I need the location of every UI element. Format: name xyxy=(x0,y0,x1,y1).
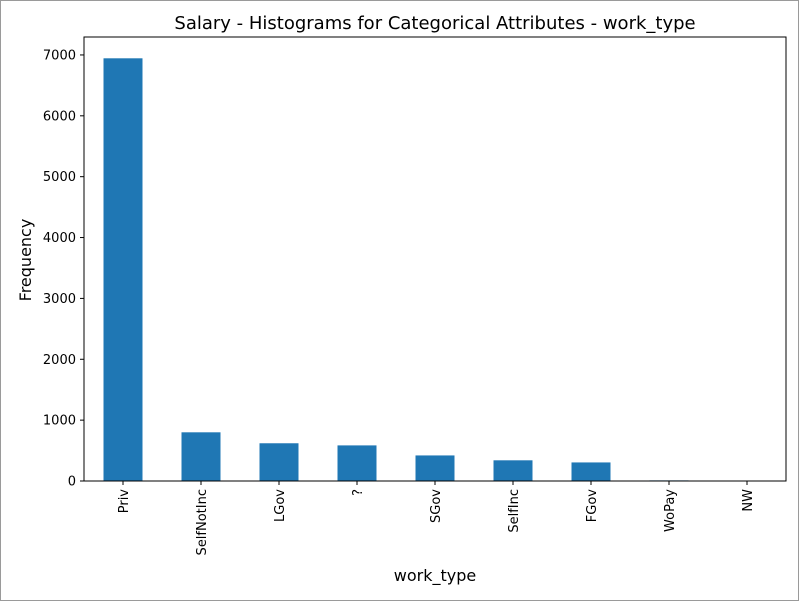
x-axis: Priv SelfNotInc LGov? SGov SelfInc FGov WoPay N… xyxy=(117,481,756,555)
plot-area-frame xyxy=(83,36,787,482)
y-tick-label-2: 2000 xyxy=(43,353,76,368)
y-axis: 0 1000 2000 3000 4000 5000 6000 7000 xyxy=(43,48,84,490)
x-tick-label-7: WoPay xyxy=(663,489,678,532)
y-tick-label-0: 0 xyxy=(68,475,76,490)
chart-title: Salary - Histograms for Categorical Attr… xyxy=(174,13,695,34)
x-axis-label: work_type xyxy=(394,566,476,586)
x-tick-label-1: SelfNotInc xyxy=(195,489,210,555)
y-tick-label-3: 3000 xyxy=(43,292,76,307)
bar-2 xyxy=(259,443,299,481)
bar-3 xyxy=(337,445,377,481)
bar-1 xyxy=(181,432,221,481)
x-tick-label-0: Priv xyxy=(117,489,132,514)
x-tick-label-2: LGov xyxy=(273,489,288,522)
y-tick-label-5: 5000 xyxy=(43,170,76,185)
bar-0 xyxy=(103,58,143,482)
x-tick-label-4: SGov xyxy=(429,489,444,523)
x-tick-label-3: ? xyxy=(351,489,366,496)
x-tick-label-5: SelfInc xyxy=(507,489,522,533)
y-tick-label-6: 6000 xyxy=(43,109,76,124)
y-tick-label-1: 1000 xyxy=(43,414,76,429)
bar-5 xyxy=(493,460,533,481)
y-axis-label: Frequency xyxy=(16,219,35,302)
bar-6 xyxy=(571,462,611,481)
x-tick-label-8: NW xyxy=(741,489,756,512)
bars-group xyxy=(103,58,767,482)
y-tick-label-4: 4000 xyxy=(43,231,76,246)
y-tick-label-7: 7000 xyxy=(43,48,76,63)
bar-4 xyxy=(415,455,455,481)
x-tick-label-6: FGov xyxy=(585,489,600,523)
